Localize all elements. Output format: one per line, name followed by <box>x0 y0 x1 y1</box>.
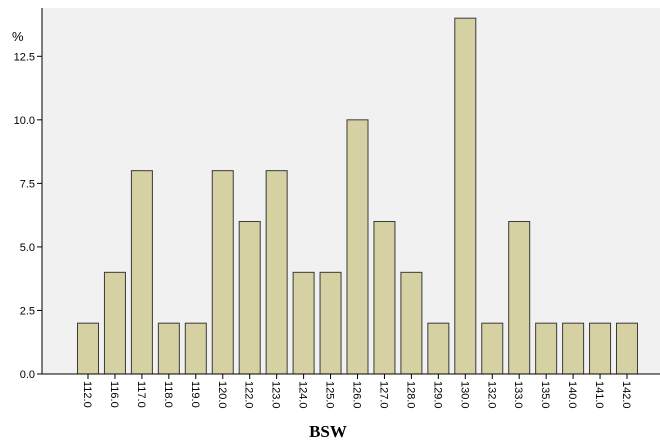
bar-123.0 <box>265 170 288 375</box>
x-tick-label: 140.0 <box>566 381 578 409</box>
bar-122.0 <box>238 221 261 375</box>
x-tick-label: 127.0 <box>377 381 389 409</box>
bar-119.0 <box>184 322 207 375</box>
x-tick-label: 132.0 <box>485 381 497 409</box>
x-tick-label: 112.0 <box>81 381 93 408</box>
y-tick-label: 5.0 <box>20 242 35 254</box>
bar-132.0 <box>481 322 504 375</box>
x-tick-label: 126.0 <box>351 381 363 409</box>
bar-126.0 <box>346 119 369 375</box>
bar-125.0 <box>319 271 342 375</box>
bar-116.0 <box>103 271 126 375</box>
x-tick-label: 125.0 <box>324 381 336 409</box>
bar-141.0 <box>589 322 612 375</box>
y-tick-label: 0.0 <box>20 369 35 381</box>
bar-133.0 <box>508 221 531 375</box>
bar-117.0 <box>130 170 153 375</box>
bar-130.0 <box>454 17 477 375</box>
y-tick-label: 12.5 <box>14 51 35 63</box>
x-axis-label: BSW <box>309 422 347 441</box>
bar-118.0 <box>157 322 180 375</box>
x-tick-label: 122.0 <box>243 381 255 409</box>
bar-120.0 <box>211 170 234 375</box>
x-tick-label: 116.0 <box>108 381 120 408</box>
x-tick-label: 142.0 <box>620 381 632 409</box>
x-tick-label: 141.0 <box>593 381 605 409</box>
x-tick-label: 117.0 <box>135 381 147 408</box>
x-tick-label: 133.0 <box>512 381 524 409</box>
bar-127.0 <box>373 221 396 375</box>
bar-112.0 <box>77 322 99 375</box>
bar-128.0 <box>400 271 423 375</box>
y-axis-label: % <box>12 29 24 44</box>
bars <box>77 17 638 375</box>
y-tick-label: 10.0 <box>14 115 35 127</box>
bar-142.0 <box>616 322 638 375</box>
x-tick-label: 118.0 <box>162 381 174 408</box>
bar-129.0 <box>427 322 450 375</box>
x-tick-label: 119.0 <box>189 381 201 408</box>
y-tick-label: 7.5 <box>20 178 35 190</box>
x-tick-label: 123.0 <box>270 381 282 409</box>
y-axis-ticks: 0.0 2.5 5.0 7.5 10.0 12.5 <box>14 51 42 381</box>
x-tick-label: 135.0 <box>539 381 551 409</box>
x-tick-label: 128.0 <box>404 381 416 409</box>
y-tick-label: 2.5 <box>20 305 35 317</box>
x-tick-label: 124.0 <box>297 381 309 409</box>
bar-124.0 <box>292 271 315 375</box>
x-tick-label: 130.0 <box>458 381 470 409</box>
bar-135.0 <box>535 322 558 375</box>
x-tick-label: 120.0 <box>216 381 228 409</box>
x-tick-label: 129.0 <box>431 381 443 409</box>
bar-140.0 <box>562 322 585 375</box>
x-axis-ticks: 112.0 116.0 117.0 118.0 119.0 120.0 122.0 123.0… <box>81 374 632 409</box>
